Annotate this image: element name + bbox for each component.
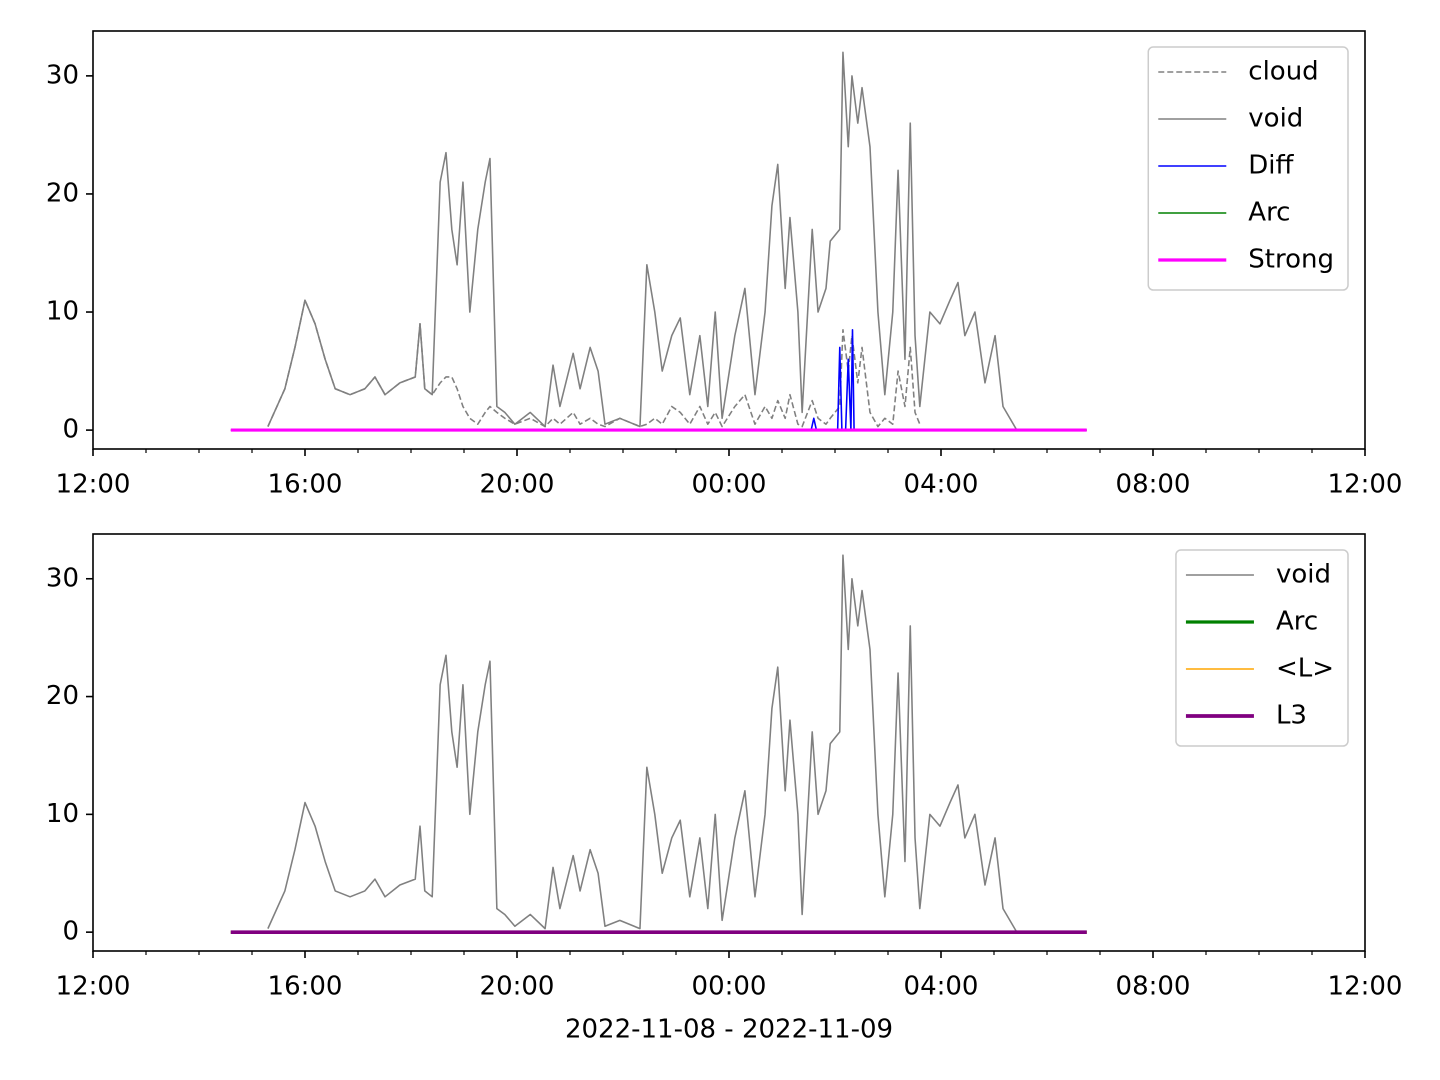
x-tick-label: 08:00 — [1116, 972, 1191, 1002]
x-axis-label: 2022-11-08 - 2022-11-09 — [565, 1015, 893, 1045]
legend-label: cloud — [1248, 57, 1318, 87]
y-tick-label: 20 — [46, 178, 79, 208]
y-tick-label: 10 — [46, 297, 79, 327]
legend-box — [1147, 46, 1349, 291]
plot-area — [230, 51, 1087, 432]
x-tick-label: 12:00 — [1328, 470, 1403, 500]
x-tick-label: 08:00 — [1116, 470, 1191, 500]
x-tick-label: 04:00 — [904, 470, 979, 500]
x-tick-label: 16:00 — [268, 972, 343, 1002]
x-tick-label: 00:00 — [692, 470, 767, 500]
x-tick-label: 16:00 — [268, 470, 343, 500]
y-tick-label: 0 — [62, 415, 79, 445]
x-tick-label: 12:00 — [56, 470, 131, 500]
legend-label: L3 — [1276, 701, 1307, 731]
legend-label: Arc — [1248, 198, 1290, 228]
legend-label: <L> — [1276, 654, 1334, 684]
legend-box — [1175, 549, 1349, 747]
series-line — [267, 554, 1018, 933]
x-tick-label: 20:00 — [480, 972, 555, 1002]
legend: void Arc <L> L3 — [1175, 549, 1349, 747]
panel: 0 10 20 30 12:00 16:00 20:00 00:00 04:00 08:00 12:… — [46, 533, 1403, 1045]
x-tick-label: 00:00 — [692, 972, 767, 1002]
legend-label: Arc — [1276, 607, 1318, 637]
axes-frame — [92, 533, 1366, 952]
panel: 0 10 20 30 12:00 16:00 20:00 00:00 04:00 08:00 12:… — [46, 30, 1403, 500]
y-tick-label: 10 — [46, 799, 79, 829]
legend-label: Diff — [1248, 151, 1294, 181]
x-tick-label: 12:00 — [1328, 972, 1403, 1002]
y-tick-label: 30 — [46, 60, 79, 90]
y-tick-label: 0 — [62, 917, 79, 947]
legend: cloud void Diff Arc Strong — [1147, 46, 1349, 291]
series-line — [267, 51, 1018, 431]
series-line — [267, 299, 921, 428]
legend-label: void — [1248, 104, 1303, 134]
legend-label: void — [1276, 560, 1331, 590]
y-tick-label: 20 — [46, 681, 79, 711]
legend-label: Strong — [1248, 245, 1334, 275]
x-tick-label: 20:00 — [480, 470, 555, 500]
plot-area — [230, 554, 1087, 934]
x-tick-label: 12:00 — [56, 972, 131, 1002]
axes-frame — [92, 30, 1366, 450]
x-tick-label: 04:00 — [904, 972, 979, 1002]
y-tick-label: 30 — [46, 563, 79, 593]
